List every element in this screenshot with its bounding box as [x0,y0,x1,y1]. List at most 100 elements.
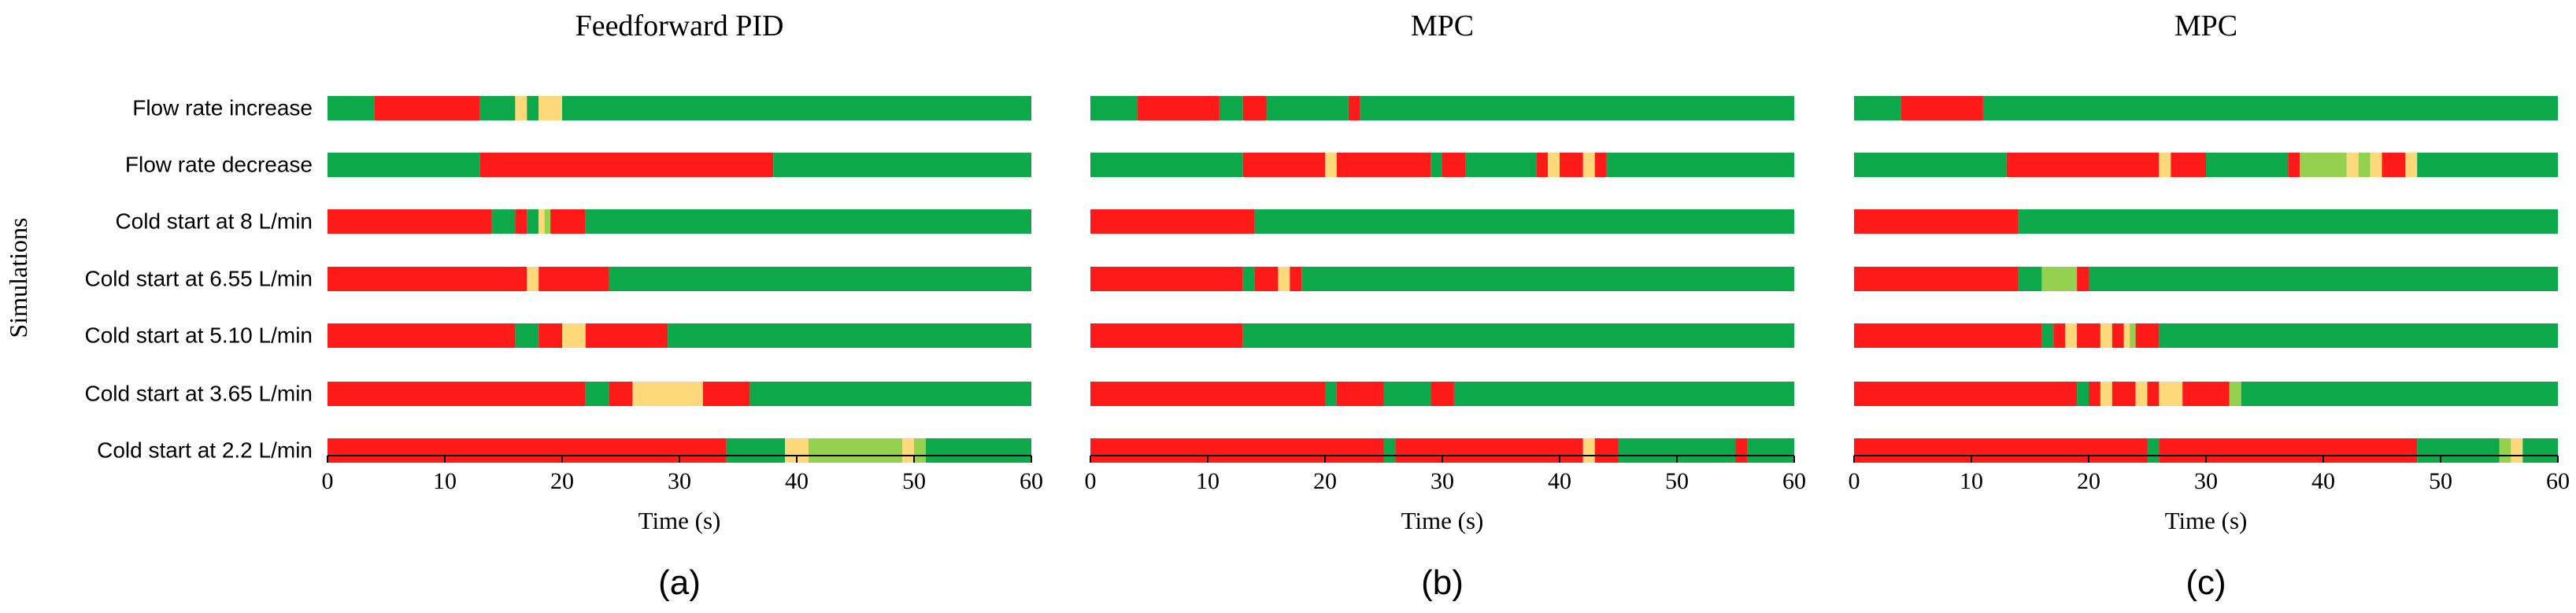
chart-panel-1: MPC 0 10 20 30 40 50 60 Time (s) (b) [1085,9,1807,602]
category-label: Flow rate decrease [125,153,313,177]
bar-segment [2511,438,2523,463]
subfigure-label: (a) [658,563,701,602]
bar-row [328,153,1031,177]
bar-row [1854,438,2558,463]
bar-row [1090,153,1794,177]
bar-row [1090,209,1794,234]
bar-segment [1395,438,1583,463]
bar-segment [2370,153,2382,177]
x-tick-label: 0 [1085,468,1097,494]
category-label: Cold start at 8 L/min [115,209,313,234]
bar-row [1090,323,1794,348]
bar-segment [2300,153,2347,177]
bar-segment [2417,438,2500,463]
bar-segment [550,209,586,234]
bar-row [328,209,1031,234]
category-label: Cold start at 5.10 L/min [85,323,313,348]
bar-row [1090,438,1794,463]
panel-title: MPC [1411,9,1474,42]
x-tick-label: 60 [2546,468,2570,494]
category-label: Cold start at 3.65 L/min [85,382,313,406]
bar-segment [1090,209,1255,234]
panel-title: Feedforward PID [576,9,784,42]
bar-segment [1854,382,2078,406]
bar-segment [609,267,1031,291]
category-label: Cold start at 2.2 L/min [97,438,313,463]
bar-row [1090,96,1794,120]
bar-segment [773,153,1031,177]
bar-segment [328,267,527,291]
bar-segment [1348,96,1360,120]
bar-row [328,438,1031,463]
bar-segment [2358,153,2371,177]
bar-segment [1254,209,1794,234]
bar-segment [2123,323,2130,348]
bar-segment [2130,323,2136,348]
bar-segment [2089,267,2558,291]
bar-segment [585,323,668,348]
x-tick-label: 20 [2077,468,2100,494]
bar-segment [1453,382,1794,406]
x-tick-label: 30 [2194,468,2218,494]
bar-segment [1854,96,1901,120]
bar-segment [1278,267,1290,291]
bar-segment [2065,323,2078,348]
bar-segment [539,267,609,291]
bar-segment [328,96,375,120]
x-tick-label: 40 [2311,468,2335,494]
bar-segment [1090,323,1243,348]
bar-segment [1242,323,1794,348]
x-tick-label: 20 [550,468,574,494]
bar-segment [1536,153,1549,177]
bar-segment [2147,438,2160,463]
bar-segment [544,209,551,234]
bar-segment [1336,153,1431,177]
bar-segment [1594,438,1619,463]
bar-segment [2382,153,2406,177]
bar-segment [1090,382,1325,406]
bar-row [1090,382,1794,406]
bar-segment [1582,153,1595,177]
bar-segment [479,153,774,177]
x-axis-label: Time (s) [1401,507,1484,534]
bar-segment [1266,96,1349,120]
bar-segment [1982,96,2558,120]
bar-segment [1383,382,1431,406]
bar-row [1854,382,2558,406]
bar-segment [328,323,516,348]
bar-segment [2041,323,2054,348]
bar-segment [527,209,539,234]
bar-segment [585,209,1031,234]
x-tick-label: 60 [1782,468,1806,494]
bar-segment [2417,153,2558,177]
bar-segment [527,267,539,291]
x-tick-label: 50 [2429,468,2452,494]
bar-segment [902,438,914,463]
bar-segment [562,96,1031,120]
bar-row [1854,209,2558,234]
bar-row [328,96,1031,120]
bar-segment [2229,382,2241,406]
bar-segment [1854,153,2007,177]
category-label: Cold start at 6.55 L/min [85,267,313,291]
subfigure-label: (c) [2186,563,2226,602]
y-axis-title: Simulations [4,218,32,338]
bar-segment [1594,153,1607,177]
bar-segment [2053,323,2066,348]
bar-segment [1242,153,1325,177]
bar-segment [1582,438,1595,463]
bar-segment [328,153,480,177]
bar-row [1854,96,2558,120]
bar-segment [1465,153,1537,177]
bar-segment [1747,438,1794,463]
bar-segment [2100,323,2112,348]
panels: Feedforward PID Flow rate increase Flow ra… [85,9,2570,602]
bar-segment [609,382,633,406]
bar-segment [1854,267,2019,291]
bar-segment [1901,96,1983,120]
bar-segment [2405,153,2418,177]
bar-segment [328,382,586,406]
bar-segment [1290,267,1302,291]
bar-segment [1219,96,1243,120]
